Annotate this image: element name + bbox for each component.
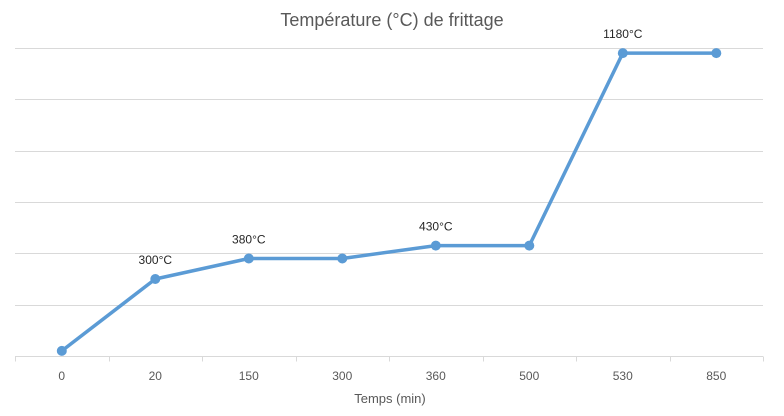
x-axis: 0 20 150 300 360 500 530 850	[15, 356, 764, 383]
data-point	[243, 253, 254, 264]
data-point	[337, 253, 348, 264]
x-tick-label: 0	[58, 369, 65, 383]
data-label: 380°C	[232, 233, 266, 247]
x-tick-label: 530	[613, 369, 633, 383]
data-point	[430, 240, 441, 251]
gridlines	[15, 48, 763, 306]
x-tick-label: 500	[519, 369, 539, 383]
data-point	[711, 48, 722, 59]
x-axis-title: Temps (min)	[354, 391, 426, 406]
x-tick-label: 360	[426, 369, 446, 383]
x-tick-label: 850	[706, 369, 726, 383]
data-point	[56, 345, 67, 356]
series-temperature	[56, 48, 722, 356]
data-labels: 300°C 380°C 430°C 1180°C	[139, 27, 643, 267]
series-line	[60, 51, 719, 353]
data-point	[150, 274, 161, 284]
chart-title: Température (°C) de frittage	[280, 10, 503, 30]
data-point	[617, 48, 628, 59]
data-label: 430°C	[419, 220, 453, 234]
data-point	[524, 240, 535, 251]
x-tick-label: 300	[332, 369, 352, 383]
data-label: 300°C	[139, 253, 173, 267]
x-tick-label: 20	[149, 369, 163, 383]
data-label: 1180°C	[603, 27, 643, 41]
x-tick-label: 150	[239, 369, 259, 383]
